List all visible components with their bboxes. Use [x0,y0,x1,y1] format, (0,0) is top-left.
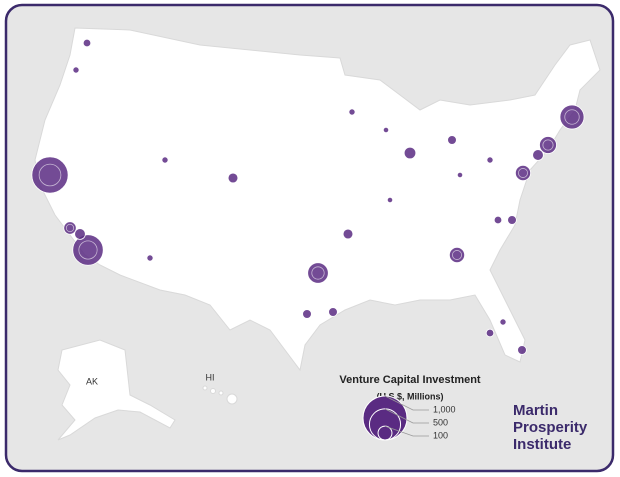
legend-subtitle: (U.S.$, Millions) [376,391,443,401]
bubble [63,221,77,235]
us-outline [34,27,601,372]
bubble [539,136,557,154]
bubble-ring [38,163,62,187]
bubble [146,254,154,262]
bubble [499,318,507,326]
bubble [74,228,86,240]
bubble [72,234,104,266]
bubble [493,215,503,225]
bubble [532,149,544,161]
legend-circle [362,395,408,441]
bubble [559,104,585,130]
legend-label: 1,000 [433,404,456,414]
legend: 1,000 500 100 [362,395,456,441]
bubble [82,38,92,48]
institute-line: Institute [513,436,571,453]
bubble [227,172,239,184]
bubble [382,126,390,134]
alaska-outline [57,339,176,441]
bubble [307,262,329,284]
bubble [348,108,356,116]
bubble [448,246,466,264]
bubble-ring [518,168,528,178]
bubble [517,345,527,355]
bubble [328,307,338,317]
bubble-ring [542,139,554,151]
bubble [447,135,457,145]
bubble-ring [78,240,98,260]
bubble [403,146,417,160]
bubble-ring [65,223,75,233]
hawaii-outline [202,385,238,405]
bubble [507,215,517,225]
bubble [161,156,169,164]
institute-line: Martin [513,402,558,419]
institute-line: Prosperity [513,419,588,436]
alaska-label: AK [86,376,98,386]
bubble [72,66,80,74]
bubble [342,228,354,240]
hawaii-label: HI [206,372,215,382]
legend-leader [384,408,429,424]
bubble [486,156,494,164]
bubble [386,196,394,204]
bubble [302,309,312,319]
bubble-ring [564,109,580,125]
legend-label: 500 [433,417,448,427]
bubbles [31,38,585,355]
bubble [31,156,69,194]
legend-leader [384,425,429,437]
bubble-ring [452,250,462,260]
legend-label: 100 [433,430,448,440]
legend-title: Venture Capital Investment [339,374,481,386]
bubble [485,328,495,338]
bubble-ring [311,266,325,280]
bubble [456,171,464,179]
legend-leader [384,395,429,411]
bubble [514,164,532,182]
